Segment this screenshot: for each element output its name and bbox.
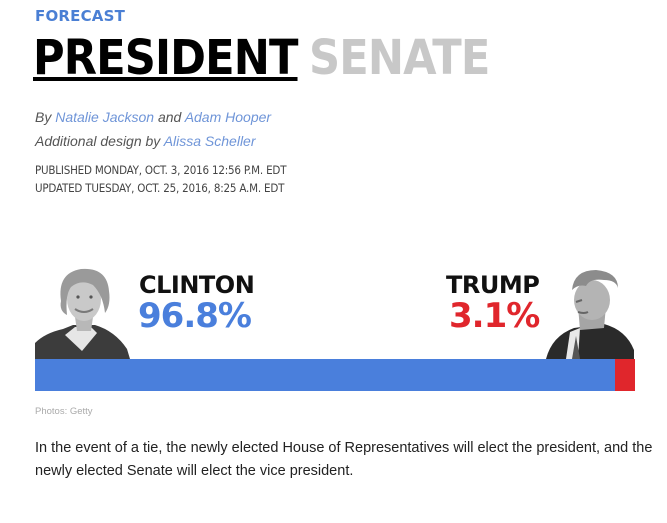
clinton-portrait-icon bbox=[35, 268, 130, 359]
tie-note: In the event of a tie, the newly elected… bbox=[35, 440, 653, 479]
tab-senate[interactable]: SENATE bbox=[309, 30, 490, 86]
byline-conj: and bbox=[157, 109, 182, 125]
trump-portrait-icon bbox=[546, 270, 634, 359]
clinton-name: CLINTON bbox=[139, 271, 255, 299]
section-kicker: FORECAST bbox=[35, 7, 126, 25]
trump-name: TRUMP bbox=[446, 271, 540, 299]
updated-date: UPDATED TUESDAY, OCT. 25, 2016, 8:25 A.M… bbox=[35, 181, 285, 195]
author-link-2[interactable]: Adam Hooper bbox=[184, 109, 272, 125]
probability-bar bbox=[35, 359, 635, 391]
trump-percent: 3.1% bbox=[449, 296, 540, 336]
published-date: PUBLISHED MONDAY, OCT. 3, 2016 12:56 P.M… bbox=[35, 163, 287, 177]
design-prefix: Additional design by bbox=[35, 133, 161, 149]
byline: By Natalie Jackson and Adam Hooper bbox=[35, 109, 271, 125]
designer-link[interactable]: Alissa Scheller bbox=[163, 133, 256, 149]
author-link-1[interactable]: Natalie Jackson bbox=[55, 109, 155, 125]
photo-credit: Photos: Getty bbox=[35, 406, 93, 417]
trump-probability-bar bbox=[615, 359, 635, 391]
byline-prefix: By bbox=[35, 109, 52, 125]
clinton-percent: 96.8% bbox=[138, 296, 252, 336]
design-credit: Additional design by Alissa Scheller bbox=[35, 133, 256, 149]
clinton-probability-bar bbox=[35, 359, 615, 391]
tab-president[interactable]: PRESIDENT bbox=[33, 30, 298, 86]
race-tabs: PRESIDENT SENATE bbox=[33, 30, 490, 86]
